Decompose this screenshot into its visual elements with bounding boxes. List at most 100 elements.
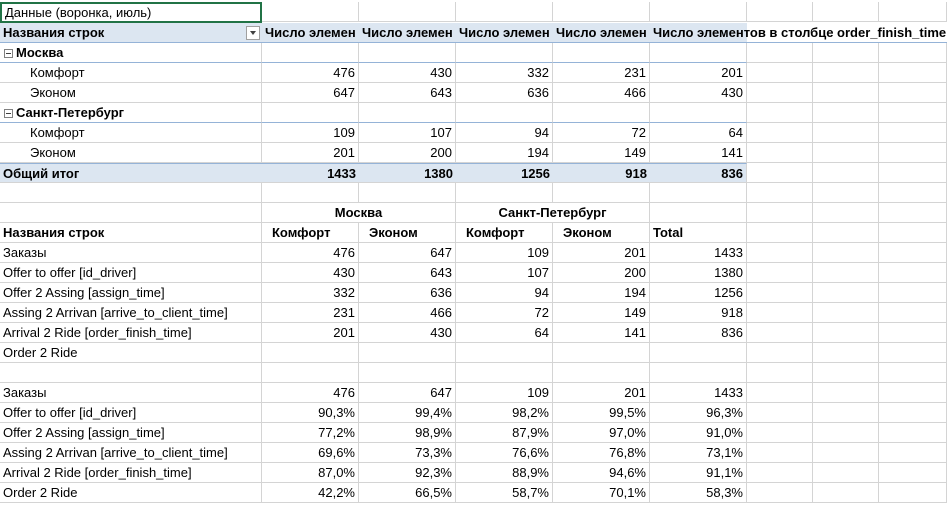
- pivot-value-cell[interactable]: 72: [553, 123, 650, 143]
- empty-cell[interactable]: [813, 283, 879, 303]
- empty-cell[interactable]: [879, 283, 947, 303]
- table2-row-label[interactable]: Offer to offer [id_driver]: [0, 263, 262, 283]
- table3-value-cell[interactable]: 90,3%: [262, 403, 359, 423]
- table3-value-cell[interactable]: 1433: [650, 383, 747, 403]
- empty-cell[interactable]: [650, 183, 747, 203]
- pivot-value-header[interactable]: Число элемен: [456, 23, 553, 43]
- pivot-group-label[interactable]: Москва: [0, 43, 262, 63]
- city-header[interactable]: Москва: [262, 203, 456, 223]
- pivot-row-label[interactable]: Комфорт: [0, 123, 262, 143]
- table2-value-cell[interactable]: 466: [359, 303, 456, 323]
- pivot-value-cell[interactable]: 332: [456, 63, 553, 83]
- pivot-value-cell[interactable]: 201: [650, 63, 747, 83]
- empty-cell[interactable]: [262, 43, 359, 63]
- table3-value-cell[interactable]: 87,9%: [456, 423, 553, 443]
- empty-cell[interactable]: [0, 363, 262, 383]
- table3-value-cell[interactable]: 99,5%: [553, 403, 650, 423]
- table3-value-cell[interactable]: 58,3%: [650, 483, 747, 503]
- table2-value-cell[interactable]: 109: [456, 243, 553, 263]
- table2-value-cell[interactable]: 1380: [650, 263, 747, 283]
- empty-cell[interactable]: [813, 463, 879, 483]
- table2-value-cell[interactable]: 1256: [650, 283, 747, 303]
- pivot-value-header[interactable]: Число элемен: [553, 23, 650, 43]
- empty-cell[interactable]: [0, 203, 262, 223]
- table3-value-cell[interactable]: 92,3%: [359, 463, 456, 483]
- table2-row-label[interactable]: Offer 2 Assing [assign_time]: [0, 283, 262, 303]
- empty-cell[interactable]: [0, 183, 262, 203]
- table2-col-header[interactable]: Эконом: [553, 223, 650, 243]
- empty-cell[interactable]: [553, 43, 650, 63]
- table2-value-cell[interactable]: [456, 343, 553, 363]
- empty-cell[interactable]: [553, 363, 650, 383]
- table3-value-cell[interactable]: 94,6%: [553, 463, 650, 483]
- empty-cell[interactable]: [879, 443, 947, 463]
- table3-value-cell[interactable]: 87,0%: [262, 463, 359, 483]
- table2-row-label[interactable]: Order 2 Ride: [0, 343, 262, 363]
- table3-value-cell[interactable]: 77,2%: [262, 423, 359, 443]
- table2-value-cell[interactable]: 72: [456, 303, 553, 323]
- table2-value-cell[interactable]: 94: [456, 283, 553, 303]
- empty-cell[interactable]: [747, 2, 813, 22]
- table2-col-header[interactable]: Комфорт: [456, 223, 553, 243]
- table2-value-cell[interactable]: 430: [262, 263, 359, 283]
- empty-cell[interactable]: [650, 103, 747, 123]
- table3-value-cell[interactable]: 91,0%: [650, 423, 747, 443]
- empty-cell[interactable]: [879, 343, 947, 363]
- table2-value-cell[interactable]: 64: [456, 323, 553, 343]
- table2-row-label[interactable]: Заказы: [0, 243, 262, 263]
- table3-value-cell[interactable]: 73,3%: [359, 443, 456, 463]
- pivot-value-cell[interactable]: 201: [262, 143, 359, 163]
- empty-cell[interactable]: [747, 363, 813, 383]
- empty-cell[interactable]: [813, 143, 879, 163]
- pivot-value-header[interactable]: Число элементов в столбце order_finish_t…: [650, 23, 947, 43]
- empty-cell[interactable]: [747, 123, 813, 143]
- empty-cell[interactable]: [879, 483, 947, 503]
- empty-cell[interactable]: [813, 183, 879, 203]
- table2-value-cell[interactable]: 643: [359, 263, 456, 283]
- table3-value-cell[interactable]: 476: [262, 383, 359, 403]
- empty-cell[interactable]: [747, 383, 813, 403]
- empty-cell[interactable]: [747, 483, 813, 503]
- city-header[interactable]: Санкт-Петербург: [456, 203, 650, 223]
- empty-cell[interactable]: [879, 163, 947, 183]
- empty-cell[interactable]: [456, 363, 553, 383]
- pivot-group-label[interactable]: Санкт-Петербург: [0, 103, 262, 123]
- grand-total-value[interactable]: 1256: [456, 163, 553, 183]
- table3-value-cell[interactable]: 73,1%: [650, 443, 747, 463]
- empty-cell[interactable]: [879, 103, 947, 123]
- table2-value-cell[interactable]: 636: [359, 283, 456, 303]
- table2-value-cell[interactable]: 194: [553, 283, 650, 303]
- pivot-value-cell[interactable]: 94: [456, 123, 553, 143]
- table2-value-cell[interactable]: 107: [456, 263, 553, 283]
- empty-cell[interactable]: [747, 243, 813, 263]
- table2-value-cell[interactable]: 1433: [650, 243, 747, 263]
- filter-dropdown-icon[interactable]: [246, 26, 260, 40]
- table3-value-cell[interactable]: 42,2%: [262, 483, 359, 503]
- empty-cell[interactable]: [747, 43, 813, 63]
- empty-cell[interactable]: [359, 43, 456, 63]
- pivot-value-cell[interactable]: 430: [650, 83, 747, 103]
- table3-value-cell[interactable]: 647: [359, 383, 456, 403]
- empty-cell[interactable]: [879, 43, 947, 63]
- empty-cell[interactable]: [747, 283, 813, 303]
- collapse-icon[interactable]: [4, 109, 13, 119]
- empty-cell[interactable]: [813, 83, 879, 103]
- table3-value-cell[interactable]: 98,2%: [456, 403, 553, 423]
- empty-cell[interactable]: [879, 263, 947, 283]
- table3-row-label[interactable]: Заказы: [0, 383, 262, 403]
- empty-cell[interactable]: [879, 363, 947, 383]
- empty-cell[interactable]: [359, 2, 456, 22]
- table3-value-cell[interactable]: 97,0%: [553, 423, 650, 443]
- grand-total-value[interactable]: 836: [650, 163, 747, 183]
- pivot-value-cell[interactable]: 231: [553, 63, 650, 83]
- table3-value-cell[interactable]: 88,9%: [456, 463, 553, 483]
- empty-cell[interactable]: [813, 123, 879, 143]
- empty-cell[interactable]: [456, 183, 553, 203]
- empty-cell[interactable]: [359, 103, 456, 123]
- empty-cell[interactable]: [747, 323, 813, 343]
- empty-cell[interactable]: [813, 43, 879, 63]
- pivot-row-label[interactable]: Эконом: [0, 83, 262, 103]
- empty-cell[interactable]: [747, 303, 813, 323]
- empty-cell[interactable]: [650, 363, 747, 383]
- empty-cell[interactable]: [747, 263, 813, 283]
